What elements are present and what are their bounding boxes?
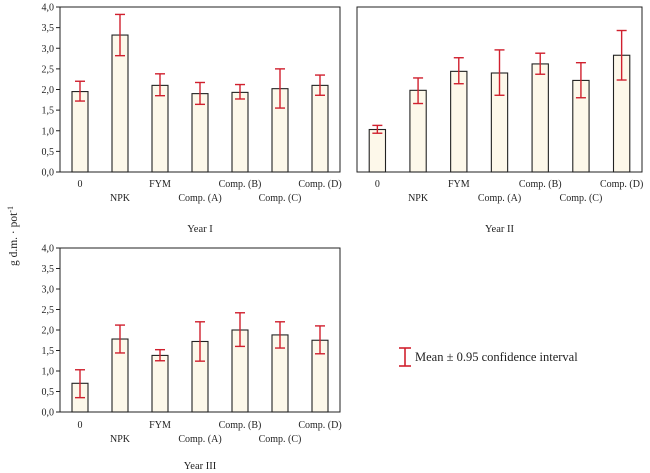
x-axis-label: Year I <box>187 224 213 235</box>
y-tick-label: 2,5 <box>42 305 55 316</box>
x-category-label: Comp. (A) <box>178 434 221 445</box>
x-category-label: 0 <box>78 420 83 431</box>
x-axis-label: Year II <box>485 224 514 235</box>
y-tick-label: 0,0 <box>42 168 55 179</box>
y-tick-label: 3,0 <box>42 44 55 55</box>
bar <box>531 63 549 173</box>
bar <box>151 354 169 413</box>
bar <box>368 128 387 173</box>
y-tick-label: 1,5 <box>42 106 55 117</box>
y-tick-label: 1,5 <box>42 346 55 357</box>
x-category-label: FYM <box>149 179 171 190</box>
y-tick-label: 1,0 <box>42 367 55 378</box>
x-category-label: Comp. (C) <box>259 434 302 445</box>
y-tick-label: 0,5 <box>42 387 55 398</box>
x-category-label: Comp. (B) <box>219 420 262 431</box>
bar <box>191 93 209 173</box>
y-tick-label: 4,0 <box>42 244 55 255</box>
bar <box>231 91 249 173</box>
x-category-label: 0 <box>375 179 380 190</box>
x-category-label: NPK <box>408 193 429 204</box>
panel-year-2: 0 NPK FYM Comp. (A) Comp. (B) Comp. (C) Comp. … <box>356 6 643 235</box>
x-category-label: Comp. (A) <box>178 193 221 204</box>
bar <box>151 84 169 173</box>
x-category-label: Comp. (B) <box>519 179 562 190</box>
x-axis-label: Year III <box>184 461 217 472</box>
legend: Mean ± 0.95 confidence interval <box>399 347 578 367</box>
y-tick-label: 4,0 <box>42 3 55 14</box>
y-tick-label: 2,0 <box>42 85 55 96</box>
x-category-label: Comp. (D) <box>298 179 341 190</box>
y-tick-label: 3,5 <box>42 23 55 34</box>
y-tick-label: 2,0 <box>42 326 55 337</box>
x-category-label: Comp. (A) <box>478 193 521 204</box>
x-category-label: 0 <box>78 179 83 190</box>
y-tick-label: 3,0 <box>42 285 55 296</box>
y-tick-label: 0,0 <box>42 408 55 419</box>
panel-year-3: 0,0 0,5 1,0 1,5 2,0 2,5 3,0 3,5 4,0 0 NPK FYM Comp. … <box>42 244 342 473</box>
bar <box>311 84 329 173</box>
y-tick-label: 2,5 <box>42 64 55 75</box>
x-category-label: NPK <box>110 193 131 204</box>
legend-text: Mean ± 0.95 confidence interval <box>415 350 578 364</box>
x-category-label: NPK <box>110 434 131 445</box>
x-category-label: FYM <box>448 179 470 190</box>
bar <box>71 91 89 173</box>
y-tick-label: 3,5 <box>42 264 55 275</box>
x-category-label: Comp. (C) <box>259 193 302 204</box>
y-tick-label: 0,5 <box>42 147 55 158</box>
x-category-label: FYM <box>149 420 171 431</box>
x-category-label: Comp. (C) <box>560 193 603 204</box>
x-category-label: Comp. (D) <box>600 179 643 190</box>
panel-year-1: 0,0 0,5 1,0 1,5 2,0 2,5 3,0 3,5 4,0 0 NPK FYM Comp. … <box>42 3 342 236</box>
bar <box>450 70 468 173</box>
y-tick-label: 1,0 <box>42 126 55 137</box>
x-category-label: Comp. (D) <box>298 420 341 431</box>
x-category-label: Comp. (B) <box>219 179 262 190</box>
y-axis-label: g d.m. · pot-1 <box>6 206 20 266</box>
